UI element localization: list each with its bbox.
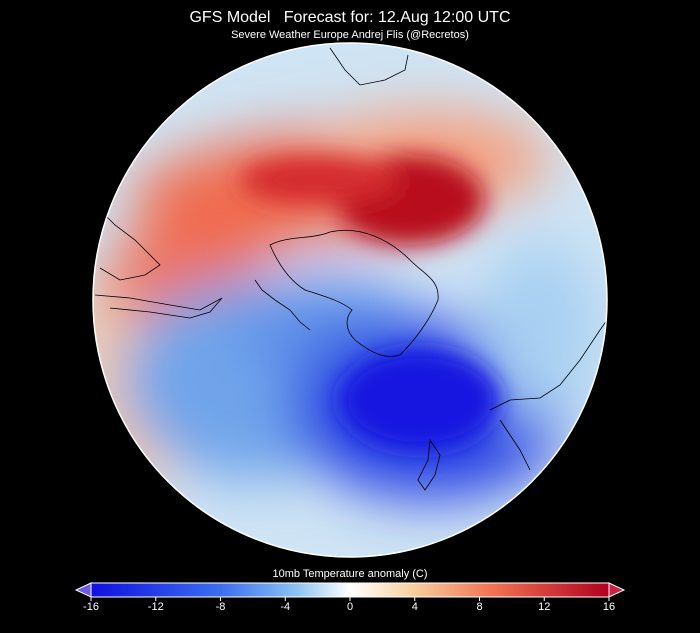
globe-map xyxy=(93,43,607,557)
colorbar-tick-label: 12 xyxy=(538,601,550,613)
title: GFS Model Forecast for: 12.Aug 12:00 UTC xyxy=(189,9,510,26)
colorbar-tick-label: 0 xyxy=(347,601,353,613)
colorbar-tick-label: 4 xyxy=(412,601,418,613)
colorbar-tick-label: -8 xyxy=(216,601,226,613)
globe-edge xyxy=(92,42,608,558)
colorbar-max-arrow xyxy=(608,582,626,598)
colorbar-tick-label: -16 xyxy=(83,601,99,613)
colorbar-tick-label: 16 xyxy=(603,601,615,613)
colorbar-tick-label: 8 xyxy=(476,601,482,613)
colorbar-label: 10mb Temperature anomaly (C) xyxy=(272,568,427,580)
colorbar-bar xyxy=(90,582,610,598)
colorbar-tick-label: -12 xyxy=(148,601,164,613)
colorbar-min-arrow xyxy=(74,582,92,598)
subtitle: Severe Weather Europe Andrej Flis (@Recr… xyxy=(231,29,469,41)
colorbar: -16 -12 -8 -4 0 4 8 12 16 xyxy=(74,582,626,613)
colorbar-tick-label: -4 xyxy=(280,601,290,613)
